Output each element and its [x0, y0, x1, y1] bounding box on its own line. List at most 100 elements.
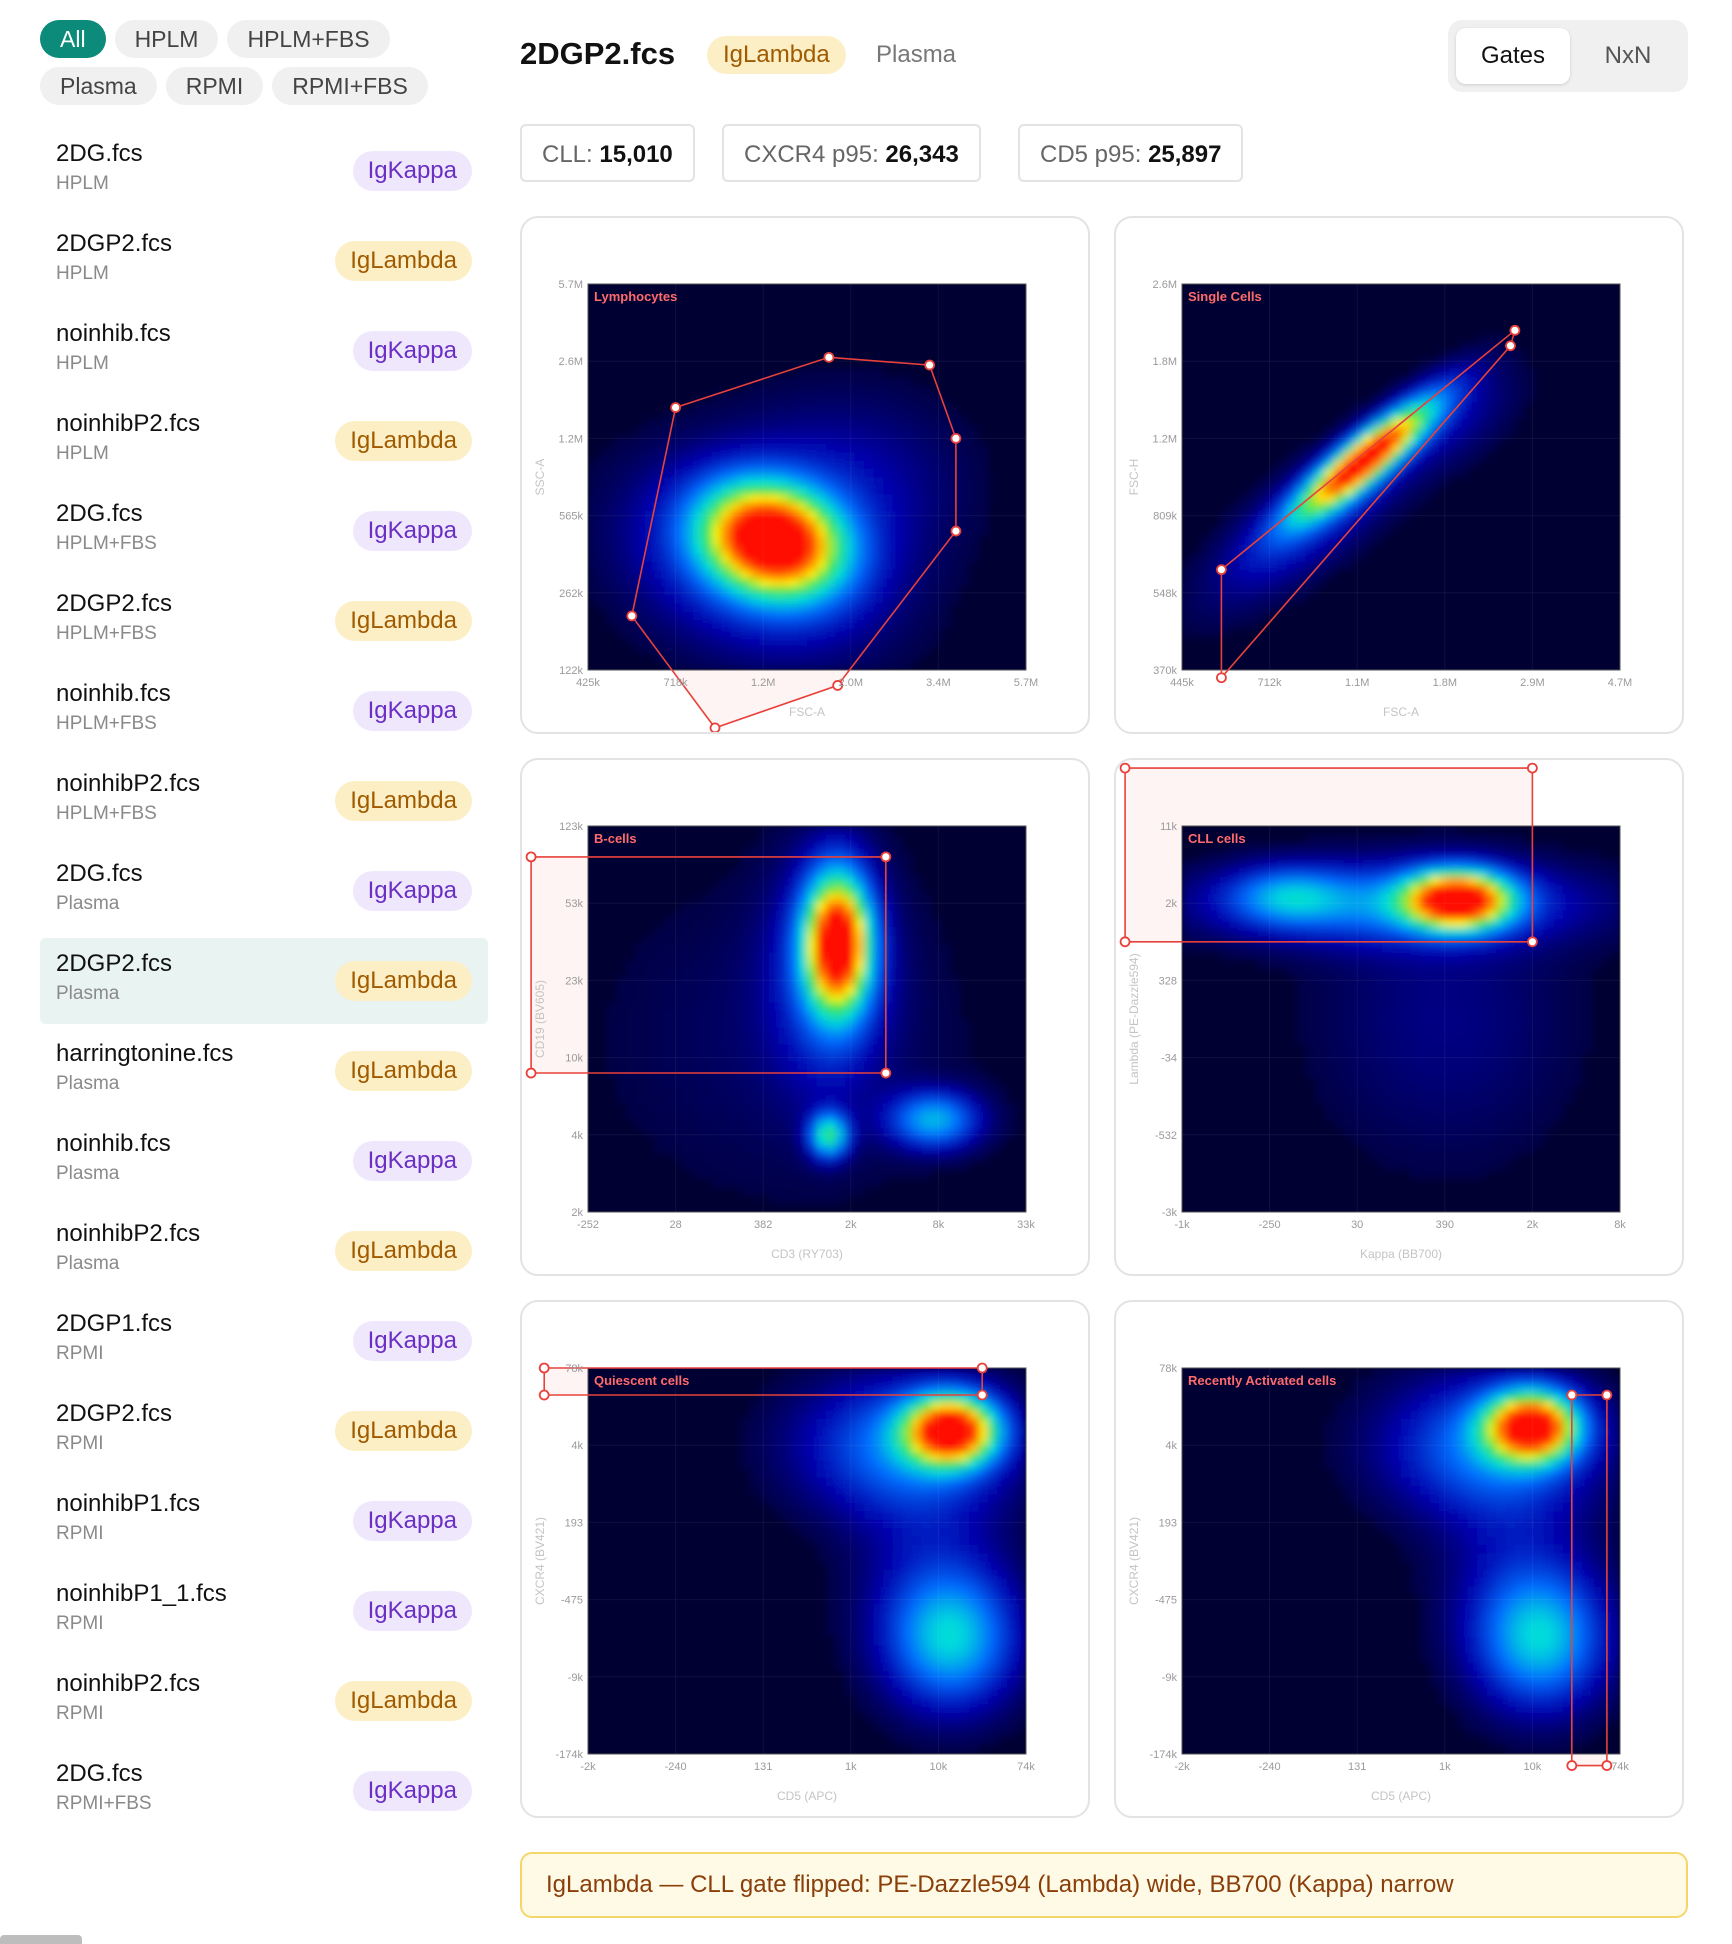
density-cell: [854, 367, 865, 377]
density-cell: [787, 893, 799, 903]
density-cell: [616, 1077, 627, 1087]
density-cell: [1524, 1035, 1535, 1045]
gate-vertex-handle[interactable]: [1119, 936, 1131, 948]
density-cell: [1372, 1144, 1383, 1154]
density-cell: [1381, 1035, 1393, 1045]
gate-vertex-handle[interactable]: [709, 722, 721, 732]
gate-vertex-handle[interactable]: [525, 1067, 537, 1079]
file-list-item[interactable]: 2DG.fcs HPLM+FBS IgKappa: [40, 488, 488, 574]
density-cell: [607, 1027, 618, 1037]
filter-chip-rpmi[interactable]: RPMI: [165, 67, 264, 105]
density-cell: [921, 628, 932, 638]
gate-vertex-handle[interactable]: [924, 359, 936, 371]
density-cell: [930, 1086, 941, 1096]
y-tick-label: 565k: [559, 511, 583, 523]
gate-vertex-handle[interactable]: [950, 525, 962, 537]
file-list-item[interactable]: 2DG.fcs RPMI+FBS IgKappa: [40, 1748, 488, 1834]
density-cell: [635, 1052, 646, 1062]
file-name: 2DG.fcs: [56, 140, 143, 167]
tab-nxn[interactable]: NxN: [1604, 42, 1652, 69]
density-cell: [740, 644, 751, 654]
file-list-item[interactable]: noinhibP2.fcs Plasma IgLambda: [40, 1208, 488, 1294]
file-list-item[interactable]: noinhibP1.fcs RPMI IgKappa: [40, 1478, 488, 1564]
file-list-item[interactable]: noinhibP2.fcs RPMI IgLambda: [40, 1658, 488, 1744]
file-list-item[interactable]: noinhib.fcs Plasma IgKappa: [40, 1118, 488, 1204]
gate-vertex-handle[interactable]: [880, 851, 892, 863]
gate-vertex-handle[interactable]: [670, 402, 682, 413]
filter-chip-rpmi-fbs[interactable]: RPMI+FBS: [272, 67, 428, 105]
density-cell: [921, 977, 932, 987]
file-list-item[interactable]: 2DG.fcs Plasma IgKappa: [40, 848, 488, 934]
density-cell: [845, 569, 856, 579]
file-list-item[interactable]: 2DGP2.fcs Plasma IgLambda: [40, 938, 488, 1024]
gate-vertex-handle[interactable]: [950, 432, 962, 444]
density-cell: [759, 1144, 770, 1154]
filter-chip-all[interactable]: All: [40, 20, 106, 58]
density-cell: [749, 1027, 760, 1037]
file-list-item[interactable]: noinhib.fcs HPLM IgKappa: [40, 308, 488, 394]
density-cell: [807, 1128, 818, 1138]
density-cell: [664, 943, 675, 953]
gate-vertex-handle[interactable]: [832, 680, 844, 691]
file-list-item[interactable]: 2DGP1.fcs RPMI IgKappa: [40, 1298, 488, 1384]
density-cell: [740, 884, 751, 894]
density-cell: [959, 1136, 970, 1146]
density-cell: [749, 1010, 760, 1020]
density-cell: [911, 1019, 922, 1028]
file-list-item[interactable]: noinhibP2.fcs HPLM IgLambda: [40, 398, 488, 484]
density-cell: [730, 993, 741, 1003]
file-list-item[interactable]: 2DG.fcs HPLM IgKappa: [40, 128, 488, 214]
density-cell: [1496, 359, 1507, 369]
density-cell: [1467, 376, 1478, 386]
density-cell: [892, 893, 903, 903]
density-cell: [826, 859, 837, 869]
gate-plot-quiescent-cells[interactable]: Quiescent cells-2k -240 131 1k 10k 74k-174k-9…: [522, 1302, 1088, 1816]
gate-vertex-handle[interactable]: [1505, 340, 1516, 352]
density-cell: [1410, 1010, 1421, 1020]
gate-vertex-handle[interactable]: [1526, 762, 1538, 774]
density-cell: [826, 918, 837, 928]
gate-vertex-handle[interactable]: [880, 1067, 892, 1079]
gate-vertex-handle[interactable]: [1216, 564, 1227, 576]
file-list-item[interactable]: noinhibP2.fcs HPLM+FBS IgLambda: [40, 758, 488, 844]
file-list-item[interactable]: noinhibP1_1.fcs RPMI IgKappa: [40, 1568, 488, 1654]
file-list-item[interactable]: 2DGP2.fcs RPMI IgLambda: [40, 1388, 488, 1474]
density-cell: [1448, 426, 1459, 436]
gate-vertex-handle[interactable]: [1509, 324, 1521, 336]
density-cell: [835, 951, 846, 961]
density-cell: [711, 502, 722, 512]
filter-chip-plasma[interactable]: Plasma: [40, 67, 157, 105]
gate-plot-b-cells[interactable]: B-cells-252 28 382 2k 8k 33k2k4k10k23k53k123k…: [522, 760, 1088, 1274]
tab-gates[interactable]: Gates: [1456, 28, 1570, 84]
density-cell: [1324, 867, 1335, 877]
gate-vertex-handle[interactable]: [823, 351, 835, 363]
density-cell: [902, 1035, 913, 1045]
density-cell: [911, 602, 922, 612]
file-list-item[interactable]: 2DGP2.fcs HPLM+FBS IgLambda: [40, 578, 488, 664]
density-cell: [940, 1027, 951, 1037]
density-cell: [749, 926, 760, 936]
density-cell: [1572, 1077, 1583, 1087]
file-list-item[interactable]: noinhib.fcs HPLM+FBS IgKappa: [40, 668, 488, 754]
density-cell: [864, 1002, 875, 1012]
file-list-item[interactable]: 2DGP2.fcs HPLM IgLambda: [40, 218, 488, 304]
filter-chip-hplm[interactable]: HPLM: [114, 20, 219, 58]
gate-plot-cll-cells[interactable]: CLL cells-1k -250 30 390 2k 8k-3k-532-343282k…: [1116, 760, 1682, 1274]
gate-vertex-handle[interactable]: [1119, 762, 1131, 774]
gate-vertex-handle[interactable]: [1216, 672, 1227, 684]
gate-vertex-handle[interactable]: [626, 610, 638, 622]
density-cell: [692, 1153, 703, 1163]
filter-chip-hplm-fbs[interactable]: HPLM+FBS: [227, 20, 390, 58]
gate-vertex-handle[interactable]: [1526, 936, 1538, 948]
density-cell: [816, 842, 827, 852]
density-cell: [787, 1128, 799, 1138]
gate-vertex-handle[interactable]: [525, 851, 537, 863]
density-cell: [1353, 527, 1364, 537]
density-cell: [1305, 884, 1316, 894]
density-cell: [1220, 527, 1231, 537]
file-list-item[interactable]: harringtonine.fcs Plasma IgLambda: [40, 1028, 488, 1114]
density-cell: [1543, 935, 1554, 945]
density-cell: [1239, 493, 1250, 503]
